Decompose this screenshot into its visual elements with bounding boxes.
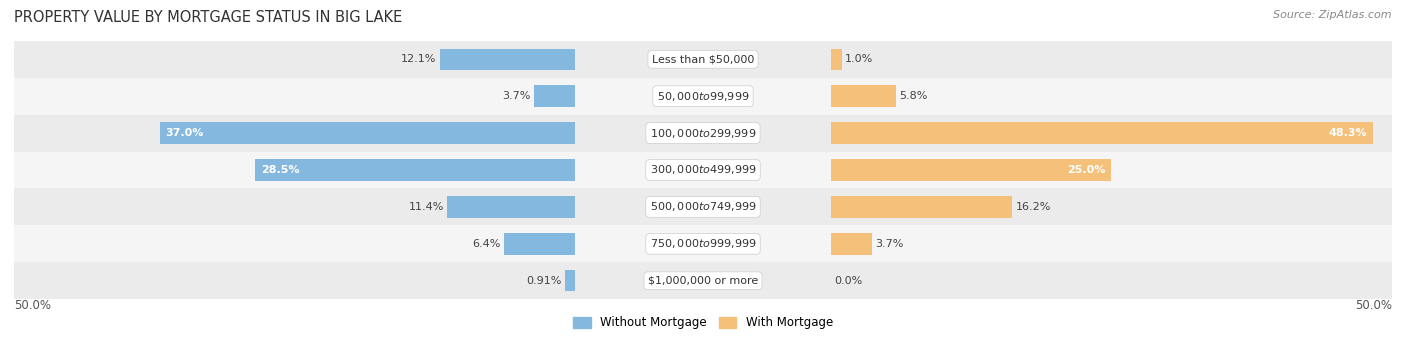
Text: 11.4%: 11.4%: [409, 202, 444, 212]
Bar: [0, 225, 1406, 262]
Bar: [0, 78, 1406, 115]
Bar: [0, 78, 1406, 115]
Text: $100,000 to $299,999: $100,000 to $299,999: [650, 126, 756, 140]
Bar: [831, 85, 896, 107]
Bar: [0, 188, 1406, 225]
Text: 3.7%: 3.7%: [502, 91, 530, 101]
Text: 28.5%: 28.5%: [262, 165, 299, 175]
Bar: [534, 85, 575, 107]
Bar: [0, 188, 1406, 225]
Bar: [831, 233, 872, 255]
Bar: [0, 225, 1406, 262]
Text: 12.1%: 12.1%: [401, 54, 436, 64]
Text: 16.2%: 16.2%: [1015, 202, 1052, 212]
Bar: [0, 115, 1406, 152]
Text: $50,000 to $99,999: $50,000 to $99,999: [657, 90, 749, 103]
Bar: [0, 41, 1406, 78]
Bar: [447, 196, 575, 218]
Bar: [256, 159, 575, 181]
Bar: [831, 122, 1372, 144]
Text: $750,000 to $999,999: $750,000 to $999,999: [650, 237, 756, 250]
Bar: [0, 115, 1406, 152]
Legend: Without Mortgage, With Mortgage: Without Mortgage, With Mortgage: [568, 312, 838, 334]
Bar: [831, 196, 1012, 218]
Bar: [0, 262, 1406, 299]
Bar: [0, 152, 1406, 188]
Text: 6.4%: 6.4%: [472, 239, 501, 249]
Bar: [0, 41, 1406, 78]
Bar: [0, 152, 1406, 188]
Text: 0.91%: 0.91%: [526, 276, 562, 286]
Text: $1,000,000 or more: $1,000,000 or more: [648, 276, 758, 286]
Bar: [0, 262, 1406, 299]
Bar: [160, 122, 575, 144]
Bar: [831, 49, 842, 70]
Bar: [503, 233, 575, 255]
Bar: [440, 49, 575, 70]
Bar: [0, 152, 1406, 188]
Bar: [0, 225, 1406, 262]
Bar: [0, 115, 1406, 152]
Text: 0.0%: 0.0%: [834, 276, 862, 286]
Text: 1.0%: 1.0%: [845, 54, 873, 64]
Text: 3.7%: 3.7%: [876, 239, 904, 249]
Bar: [831, 159, 1111, 181]
Text: $500,000 to $749,999: $500,000 to $749,999: [650, 200, 756, 214]
Text: Source: ZipAtlas.com: Source: ZipAtlas.com: [1274, 10, 1392, 20]
Bar: [0, 262, 1406, 299]
Text: $300,000 to $499,999: $300,000 to $499,999: [650, 164, 756, 176]
Bar: [565, 270, 575, 291]
Text: 25.0%: 25.0%: [1067, 165, 1105, 175]
Text: PROPERTY VALUE BY MORTGAGE STATUS IN BIG LAKE: PROPERTY VALUE BY MORTGAGE STATUS IN BIG…: [14, 10, 402, 25]
Bar: [0, 188, 1406, 225]
Text: Less than $50,000: Less than $50,000: [652, 54, 754, 64]
Text: 50.0%: 50.0%: [14, 299, 51, 312]
Text: 50.0%: 50.0%: [1355, 299, 1392, 312]
Text: 5.8%: 5.8%: [898, 91, 928, 101]
Text: 37.0%: 37.0%: [166, 128, 204, 138]
Bar: [0, 41, 1406, 78]
Text: 48.3%: 48.3%: [1329, 128, 1367, 138]
Bar: [0, 78, 1406, 115]
